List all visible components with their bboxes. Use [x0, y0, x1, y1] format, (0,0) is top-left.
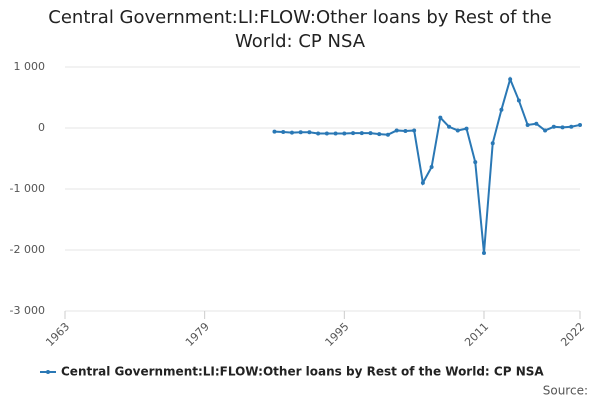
point [385, 132, 390, 137]
point [324, 131, 329, 136]
point [351, 131, 356, 136]
point [281, 129, 286, 134]
point [455, 128, 460, 133]
y-tick-label: -2 000 [10, 243, 45, 256]
point [534, 121, 539, 126]
point [359, 131, 364, 136]
point [464, 126, 469, 131]
y-tick-label: 0 [38, 121, 45, 134]
x-tick-label: 1979 [183, 320, 212, 349]
point [508, 77, 513, 82]
point [368, 131, 373, 136]
point [543, 128, 548, 133]
point [403, 129, 408, 134]
chart-title: Central Government:LI:FLOW:Other loans b… [48, 7, 552, 52]
point [438, 115, 443, 120]
x-tick-label: 2011 [462, 320, 491, 349]
y-tick-label: -3 000 [10, 304, 45, 317]
point [289, 130, 294, 135]
point [560, 125, 565, 130]
legend-dot [46, 370, 50, 374]
point [473, 160, 478, 165]
point [551, 124, 556, 129]
point [578, 122, 582, 127]
y-tick-label: 1 000 [14, 60, 46, 73]
x-tick-label: 2022 [558, 320, 587, 349]
point [499, 107, 504, 112]
point [333, 131, 338, 136]
point [316, 131, 321, 136]
point [447, 124, 452, 129]
point [342, 131, 347, 136]
point [272, 129, 277, 134]
point [420, 180, 425, 185]
legend-label: Central Government:LI:FLOW:Other loans b… [61, 365, 544, 379]
point [569, 124, 574, 129]
point [490, 141, 495, 146]
point [412, 128, 417, 133]
x-tick-label: 1995 [323, 320, 352, 349]
source: Source: [543, 384, 588, 398]
point [525, 122, 530, 127]
x-tick-label: 1963 [43, 320, 72, 349]
point [377, 132, 382, 137]
point [516, 98, 521, 103]
point [298, 130, 303, 135]
series-line [274, 76, 581, 254]
point [307, 130, 312, 135]
y-tick-label: -1 000 [10, 182, 45, 195]
point [481, 251, 486, 256]
point [394, 128, 399, 133]
point [429, 165, 434, 170]
